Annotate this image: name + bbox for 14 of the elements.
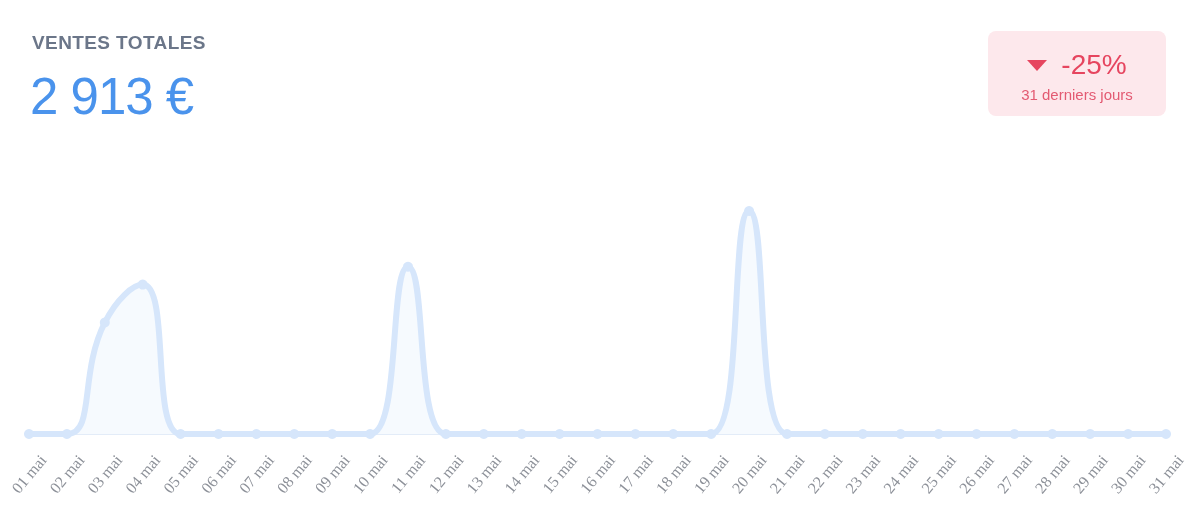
point — [744, 206, 755, 216]
point — [365, 429, 376, 439]
point — [137, 279, 148, 290]
point — [782, 429, 792, 439]
point — [1161, 429, 1171, 439]
point — [24, 429, 34, 439]
chart-subtitle: 2 913 € — [30, 67, 194, 127]
badge: -25% 31 derniers jours — [988, 31, 1166, 116]
point — [175, 429, 186, 439]
point — [403, 261, 413, 272]
point — [99, 317, 110, 328]
point — [440, 429, 451, 439]
chart-title: VENTES TOTALES — [32, 32, 206, 54]
point — [706, 429, 717, 439]
